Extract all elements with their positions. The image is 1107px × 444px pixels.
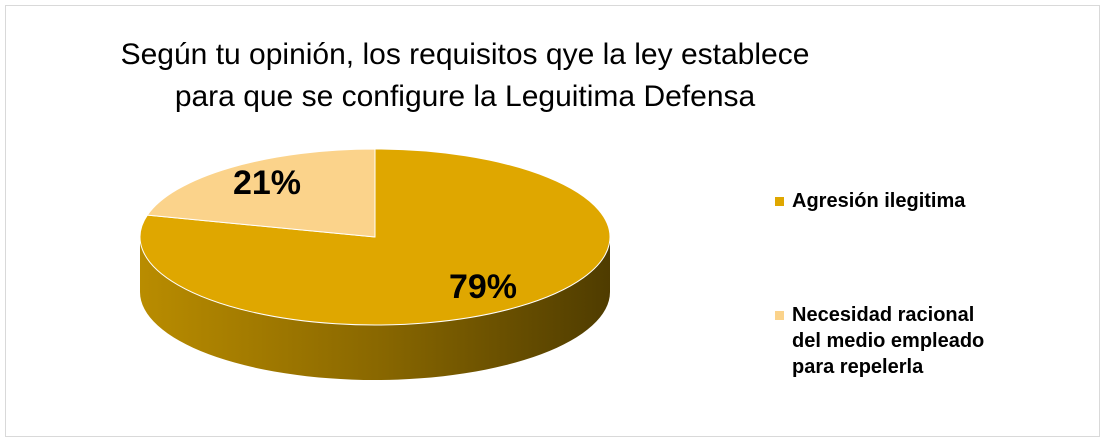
legend-swatch — [775, 311, 784, 320]
pie-slice — [146, 148, 376, 238]
chart-frame — [5, 5, 1100, 437]
legend-label: Agresión ilegitima — [792, 190, 966, 212]
pie-side — [140, 237, 610, 380]
chart-title: Según tu opinión, los requisitos qye la … — [120, 38, 810, 113]
legend-label: Necesidad racional del medio empleado pa… — [792, 304, 985, 378]
data-label: 79% — [449, 268, 517, 306]
legend-item: Necesidad racional del medio empleado pa… — [775, 302, 992, 380]
legend-item: Agresión ilegitima — [775, 188, 992, 214]
data-label: 21% — [233, 164, 301, 202]
legend-swatch — [775, 197, 784, 206]
